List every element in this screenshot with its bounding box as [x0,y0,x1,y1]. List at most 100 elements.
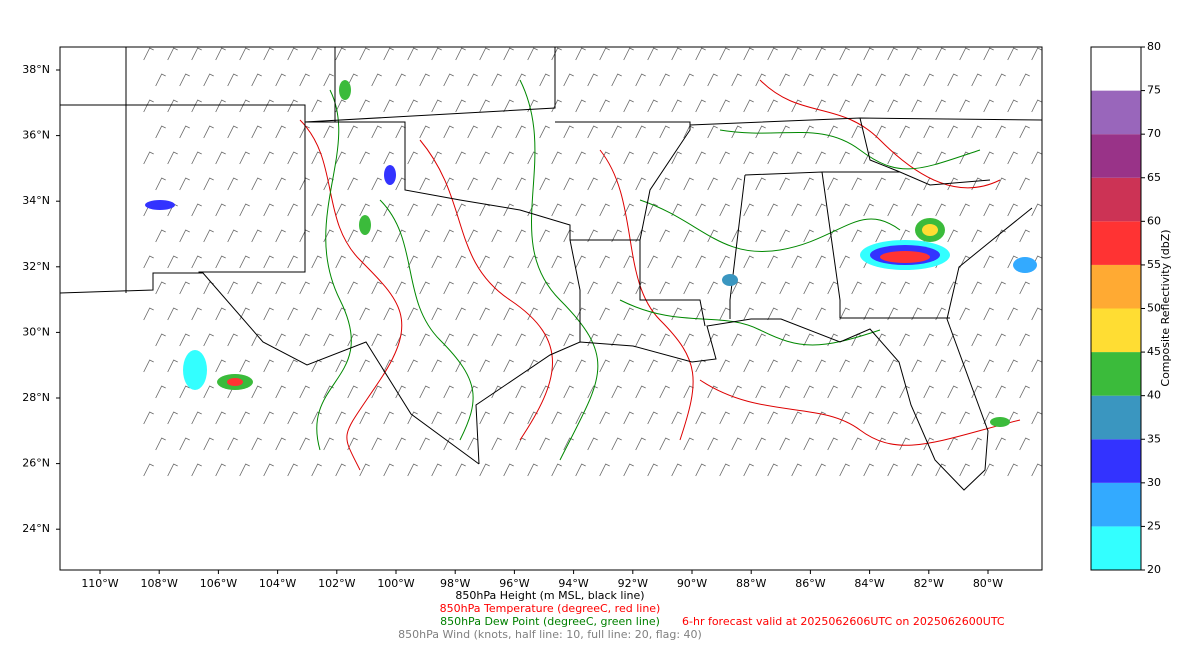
barb [815,463,826,477]
barb [635,125,646,139]
barb [611,125,622,139]
barb [971,437,982,451]
barb [395,437,406,451]
barb [431,99,442,113]
barb [887,359,898,373]
barb [1044,178,1054,190]
barb [755,385,766,399]
barb [563,177,574,191]
barb [167,411,178,425]
barb [959,47,970,61]
barb [707,125,718,139]
barb [287,411,298,425]
barb [875,177,886,191]
barb [1031,463,1042,477]
barb [503,203,514,217]
barb [479,307,490,321]
barb [911,307,922,321]
barb [803,333,814,347]
barb [479,463,490,477]
barb [383,151,394,165]
barb [923,385,934,399]
barb [911,359,922,373]
barb [251,125,262,139]
barb [215,411,226,425]
lon-label: 104°W [259,577,296,590]
barb [887,99,898,113]
barb [347,333,358,347]
barb [431,47,442,61]
barb [959,99,970,113]
barb [179,73,190,87]
lat-label: 26°N [22,457,50,470]
barb [983,359,994,373]
barb [371,437,382,451]
barb [443,125,454,139]
barb [515,125,526,139]
barb [431,203,442,217]
barb [491,73,502,87]
barb [827,229,838,243]
barb [479,203,490,217]
lon-label: 92°W [618,577,648,590]
lon-label: 102°W [318,577,355,590]
barb [671,307,682,321]
barb [683,437,694,451]
barb [731,385,742,399]
barb [203,125,214,139]
barb [551,255,562,269]
barb [947,125,958,139]
barb [695,47,706,61]
barb [227,333,238,347]
barb [695,307,706,321]
barb [779,281,790,295]
barb [887,151,898,165]
barb [743,307,754,321]
barb [947,177,958,191]
barb [935,47,946,61]
barb [647,463,658,477]
barb [539,333,550,347]
barb [647,255,658,269]
colorbar-tick-label: 25 [1147,519,1161,532]
barb [827,437,838,451]
barb [419,177,430,191]
barb [899,333,910,347]
barb [251,177,262,191]
barb [395,281,406,295]
barb [407,411,418,425]
barb [587,333,598,347]
barb [239,359,250,373]
barb [719,307,730,321]
barb [755,125,766,139]
barb [695,151,706,165]
barb [575,99,586,113]
barb [791,255,802,269]
barb [731,125,742,139]
colorbar-swatch [1091,395,1141,440]
barb [1031,151,1042,165]
barb [635,73,646,87]
barb [959,307,970,321]
barb [911,411,922,425]
barb [239,255,250,269]
barb [791,47,802,61]
lon-label: 80°W [973,577,1003,590]
barb [359,203,370,217]
barb [407,99,418,113]
colorbar-swatch [1091,47,1141,91]
barb [143,463,154,477]
barb [647,411,658,425]
barb [299,333,310,347]
barb [815,151,826,165]
barb [767,307,778,321]
lat-label: 34°N [22,194,50,207]
barb [611,437,622,451]
barb [611,281,622,295]
barb [239,307,250,321]
barb [827,385,838,399]
barb [935,99,946,113]
barb [287,151,298,165]
colorbar-tick-label: 80 [1147,40,1161,53]
